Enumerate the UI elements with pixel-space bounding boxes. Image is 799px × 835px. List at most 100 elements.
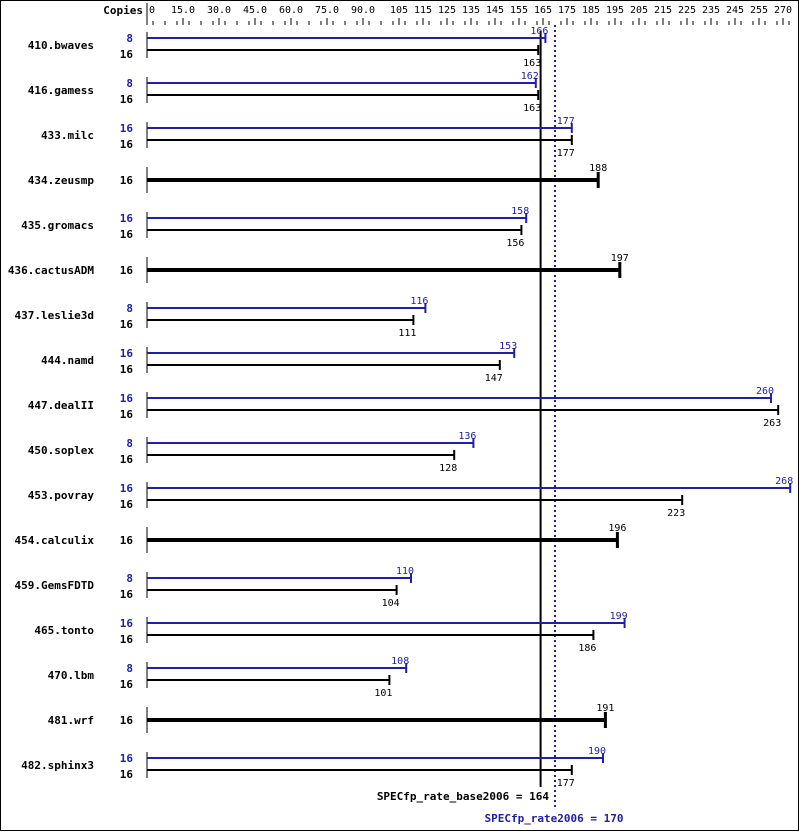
peak-value-label: 190 bbox=[588, 746, 606, 757]
benchmark-label: 454.calculix bbox=[15, 534, 95, 547]
tick-label: 205 bbox=[630, 5, 648, 16]
base-copies-label: 16 bbox=[120, 318, 134, 331]
peak-value-label: 153 bbox=[499, 341, 517, 352]
tick-label: 195 bbox=[606, 5, 624, 16]
peak-copies-label: 8 bbox=[126, 32, 133, 45]
base-value-label: 223 bbox=[667, 508, 685, 519]
tick-label: 215 bbox=[654, 5, 672, 16]
peak-value-label: 199 bbox=[610, 611, 628, 622]
tick-label: 75.0 bbox=[315, 5, 339, 16]
peak-value-label: 177 bbox=[557, 116, 575, 127]
benchmark-label: 450.soplex bbox=[28, 444, 95, 457]
base-copies-label: 16 bbox=[120, 138, 134, 151]
peak-value-label: 162 bbox=[521, 71, 539, 82]
tick-label: 245 bbox=[726, 5, 744, 16]
tick-label: 270 bbox=[774, 5, 792, 16]
tick-label: 155 bbox=[510, 5, 528, 16]
tick-label: 125 bbox=[438, 5, 456, 16]
benchmark-label: 453.povray bbox=[28, 489, 95, 502]
peak-copies-label: 16 bbox=[120, 392, 134, 405]
base-value-label: 163 bbox=[523, 58, 541, 69]
base-value-label: 196 bbox=[608, 523, 626, 534]
copies-header: Copies bbox=[103, 4, 143, 17]
tick-label: 45.0 bbox=[243, 5, 267, 16]
base-value-label: 104 bbox=[382, 598, 400, 609]
base-copies-label: 16 bbox=[120, 768, 134, 781]
peak-value-label: 110 bbox=[396, 566, 414, 577]
copies-label: 16 bbox=[120, 264, 134, 277]
copies-label: 16 bbox=[120, 174, 134, 187]
base-value-label: 163 bbox=[523, 103, 541, 114]
tick-label: 115 bbox=[414, 5, 432, 16]
benchmark-label: 470.lbm bbox=[48, 669, 95, 682]
base-copies-label: 16 bbox=[120, 453, 134, 466]
benchmark-label: 416.gamess bbox=[28, 84, 94, 97]
base-copies-label: 16 bbox=[120, 678, 134, 691]
benchmark-label: 481.wrf bbox=[48, 714, 94, 727]
peak-copies-label: 16 bbox=[120, 347, 134, 360]
base-value-label: 147 bbox=[485, 373, 503, 384]
peak-value-label: 158 bbox=[511, 206, 529, 217]
tick-label: 30.0 bbox=[207, 5, 231, 16]
base-value-label: 156 bbox=[506, 238, 524, 249]
copies-label: 16 bbox=[120, 534, 134, 547]
benchmark-label: 444.namd bbox=[41, 354, 94, 367]
peak-value-label: 268 bbox=[775, 476, 793, 487]
peak-copies-label: 8 bbox=[126, 572, 133, 585]
peak-copies-label: 8 bbox=[126, 662, 133, 675]
base-value-label: 197 bbox=[611, 253, 629, 264]
base-copies-label: 16 bbox=[120, 48, 134, 61]
peak-value-label: 136 bbox=[458, 431, 476, 442]
tick-label: 105 bbox=[390, 5, 408, 16]
peak-copies-label: 16 bbox=[120, 617, 134, 630]
base-value-label: 191 bbox=[596, 703, 614, 714]
base-copies-label: 16 bbox=[120, 363, 134, 376]
peak-value-label: 166 bbox=[530, 26, 548, 37]
base-metric-label: SPECfp_rate_base2006 = 164 bbox=[377, 790, 550, 803]
peak-copies-label: 8 bbox=[126, 302, 133, 315]
tick-label: 255 bbox=[750, 5, 768, 16]
peak-metric-label: SPECfp_rate2006 = 170 bbox=[484, 812, 623, 825]
benchmark-label: 465.tonto bbox=[34, 624, 94, 637]
benchmark-label: 459.GemsFDTD bbox=[15, 579, 95, 592]
base-value-label: 111 bbox=[398, 328, 416, 339]
peak-value-label: 260 bbox=[756, 386, 774, 397]
benchmark-label: 447.dealII bbox=[28, 399, 94, 412]
tick-label: 185 bbox=[582, 5, 600, 16]
peak-copies-label: 16 bbox=[120, 482, 134, 495]
tick-label: 235 bbox=[702, 5, 720, 16]
tick-label: 145 bbox=[486, 5, 504, 16]
peak-value-label: 108 bbox=[391, 656, 409, 667]
base-copies-label: 16 bbox=[120, 228, 134, 241]
peak-copies-label: 16 bbox=[120, 212, 134, 225]
peak-copies-label: 16 bbox=[120, 122, 134, 135]
tick-label: 135 bbox=[462, 5, 480, 16]
base-copies-label: 16 bbox=[120, 633, 134, 646]
base-value-label: 177 bbox=[557, 148, 575, 159]
benchmark-label: 437.leslie3d bbox=[15, 309, 94, 322]
base-value-label: 177 bbox=[557, 778, 575, 789]
tick-label: 90.0 bbox=[351, 5, 375, 16]
tick-label: 165 bbox=[534, 5, 552, 16]
benchmark-label: 433.milc bbox=[41, 129, 94, 142]
base-value-label: 188 bbox=[589, 163, 607, 174]
benchmark-label: 482.sphinx3 bbox=[21, 759, 94, 772]
peak-copies-label: 16 bbox=[120, 752, 134, 765]
base-copies-label: 16 bbox=[120, 408, 134, 421]
benchmark-label: 410.bwaves bbox=[28, 39, 94, 52]
tick-label: 0 bbox=[149, 5, 155, 16]
base-value-label: 263 bbox=[763, 418, 781, 429]
base-copies-label: 16 bbox=[120, 498, 134, 511]
tick-label: 15.0 bbox=[171, 5, 195, 16]
base-copies-label: 16 bbox=[120, 93, 134, 106]
tick-label: 175 bbox=[558, 5, 576, 16]
base-copies-label: 16 bbox=[120, 588, 134, 601]
benchmark-label: 435.gromacs bbox=[21, 219, 94, 232]
base-value-label: 128 bbox=[439, 463, 457, 474]
benchmark-label: 436.cactusADM bbox=[8, 264, 94, 277]
tick-label: 225 bbox=[678, 5, 696, 16]
base-value-label: 101 bbox=[374, 688, 392, 699]
tick-label: 60.0 bbox=[279, 5, 303, 16]
